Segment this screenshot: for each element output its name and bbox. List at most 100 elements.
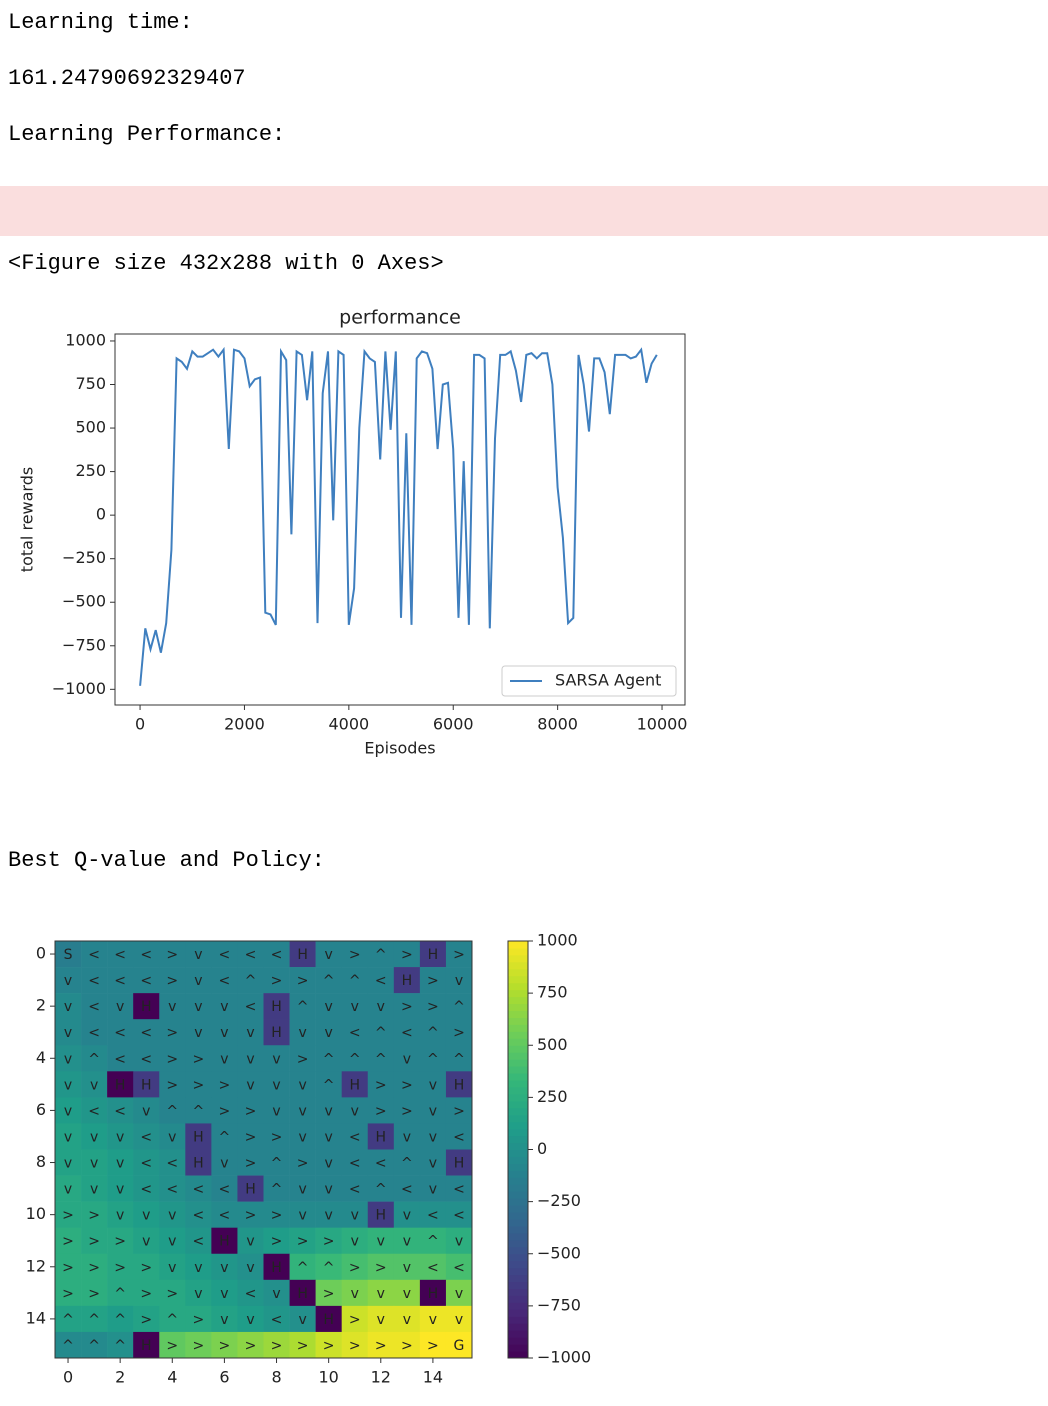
heat-cell bbox=[445, 1071, 473, 1098]
colorbar-segment bbox=[508, 1274, 528, 1283]
heat-cell bbox=[107, 1123, 134, 1150]
heat-cell bbox=[107, 1149, 134, 1176]
heat-cell bbox=[81, 1201, 108, 1228]
policy-label: > bbox=[297, 1156, 309, 1172]
heat-cell bbox=[289, 1175, 316, 1202]
heat-cell bbox=[341, 1227, 369, 1255]
heat-cell bbox=[445, 1123, 473, 1150]
heat-cell bbox=[263, 1045, 290, 1072]
colorbar-tick-label: 0 bbox=[537, 1139, 547, 1158]
x-tick-label: 0 bbox=[63, 1368, 73, 1387]
policy-label: v bbox=[64, 999, 72, 1015]
policy-label: > bbox=[349, 947, 361, 963]
heat-cell bbox=[159, 993, 186, 1020]
heat-cell bbox=[289, 1097, 316, 1124]
colorbar-segment bbox=[508, 1219, 528, 1227]
heat-cell bbox=[315, 1175, 342, 1202]
x-tick-label: 14 bbox=[423, 1368, 443, 1387]
heat-cell bbox=[419, 1149, 447, 1176]
heat-cell bbox=[315, 1201, 342, 1228]
policy-label: v bbox=[403, 1312, 411, 1328]
heat-cell bbox=[133, 1331, 160, 1359]
heat-cell bbox=[237, 1123, 264, 1150]
colorbar-segment bbox=[508, 1225, 528, 1234]
policy-label: < bbox=[427, 1260, 439, 1276]
policy-label: ^ bbox=[427, 1051, 439, 1067]
heat-cell bbox=[211, 1097, 238, 1124]
heat-cell bbox=[55, 1019, 82, 1046]
y-tick-label: 1000 bbox=[65, 330, 106, 349]
policy-label: > bbox=[453, 947, 465, 963]
policy-label: < bbox=[453, 1260, 465, 1276]
heat-cell bbox=[393, 1305, 421, 1333]
policy-label: v bbox=[116, 1208, 124, 1224]
policy-label: > bbox=[271, 1129, 283, 1145]
colorbar-segment bbox=[508, 1232, 528, 1241]
policy-label: > bbox=[88, 1286, 100, 1302]
heat-cell bbox=[185, 1227, 212, 1255]
heat-cell bbox=[107, 1097, 134, 1124]
policy-label: v bbox=[351, 1103, 359, 1119]
heat-cell bbox=[185, 1123, 212, 1150]
heat-cell bbox=[419, 1253, 447, 1281]
policy-label: v bbox=[220, 999, 228, 1015]
policy-label: H bbox=[376, 1129, 387, 1145]
heat-cell bbox=[289, 1305, 316, 1333]
heat-cell bbox=[185, 993, 212, 1020]
heat-cell bbox=[211, 1045, 238, 1072]
colorbar-segment bbox=[508, 1177, 528, 1185]
colorbar-tick-label: 500 bbox=[537, 1035, 568, 1054]
policy-label: v bbox=[64, 1025, 72, 1041]
policy-label: v bbox=[403, 1260, 411, 1276]
policy-label: > bbox=[453, 1103, 465, 1119]
policy-label: < bbox=[401, 1025, 413, 1041]
colorbar-segment bbox=[508, 1073, 528, 1081]
heat-cell bbox=[159, 1331, 186, 1359]
policy-label: < bbox=[166, 1182, 178, 1198]
heat-cell bbox=[367, 1201, 395, 1228]
heat-cell bbox=[289, 1279, 316, 1307]
output-text: 161.24790692329407 bbox=[8, 66, 246, 91]
heat-cell bbox=[185, 1253, 212, 1281]
heat-cell bbox=[185, 1305, 212, 1333]
heat-cell bbox=[367, 1123, 395, 1150]
heat-cell bbox=[211, 1279, 238, 1307]
colorbar-segment bbox=[508, 1205, 528, 1213]
heat-cell bbox=[55, 1045, 82, 1072]
policy-label: ^ bbox=[375, 947, 387, 963]
heat-cell bbox=[107, 1019, 134, 1046]
heat-cell bbox=[237, 1253, 264, 1281]
heat-cell bbox=[445, 1331, 473, 1359]
x-tick-label: 4 bbox=[167, 1368, 177, 1387]
policy-label: > bbox=[297, 1234, 309, 1250]
policy-label: < bbox=[140, 1051, 152, 1067]
policy-label: v bbox=[325, 999, 333, 1015]
heat-cell bbox=[159, 967, 186, 994]
policy-label: ^ bbox=[453, 1051, 465, 1067]
policy-label: v bbox=[194, 947, 202, 963]
colorbar-segment bbox=[508, 1128, 528, 1137]
colorbar-segment bbox=[508, 1121, 528, 1130]
heat-cell bbox=[133, 1253, 160, 1281]
colorbar-segment bbox=[508, 1059, 528, 1067]
y-tick-label: 750 bbox=[75, 374, 106, 393]
heat-cell bbox=[159, 941, 186, 968]
policy-label: v bbox=[377, 999, 385, 1015]
heat-cell bbox=[419, 941, 447, 968]
heat-cell bbox=[107, 967, 134, 994]
policy-label: v bbox=[429, 1103, 437, 1119]
policy-label: v bbox=[90, 1156, 98, 1172]
heat-cell bbox=[81, 967, 108, 994]
heat-cell bbox=[211, 1123, 238, 1150]
heat-cell bbox=[81, 1123, 108, 1150]
heat-cell bbox=[341, 967, 369, 994]
policy-label: v bbox=[194, 999, 202, 1015]
heat-cell bbox=[419, 1201, 447, 1228]
policy-label: v bbox=[298, 1312, 306, 1328]
policy-label: < bbox=[349, 1129, 361, 1145]
colorbar-segment bbox=[508, 1191, 528, 1199]
policy-label: > bbox=[219, 1077, 231, 1093]
colorbar-segment bbox=[508, 996, 528, 1005]
policy-label: < bbox=[375, 1156, 387, 1172]
policy-label: > bbox=[219, 1103, 231, 1119]
